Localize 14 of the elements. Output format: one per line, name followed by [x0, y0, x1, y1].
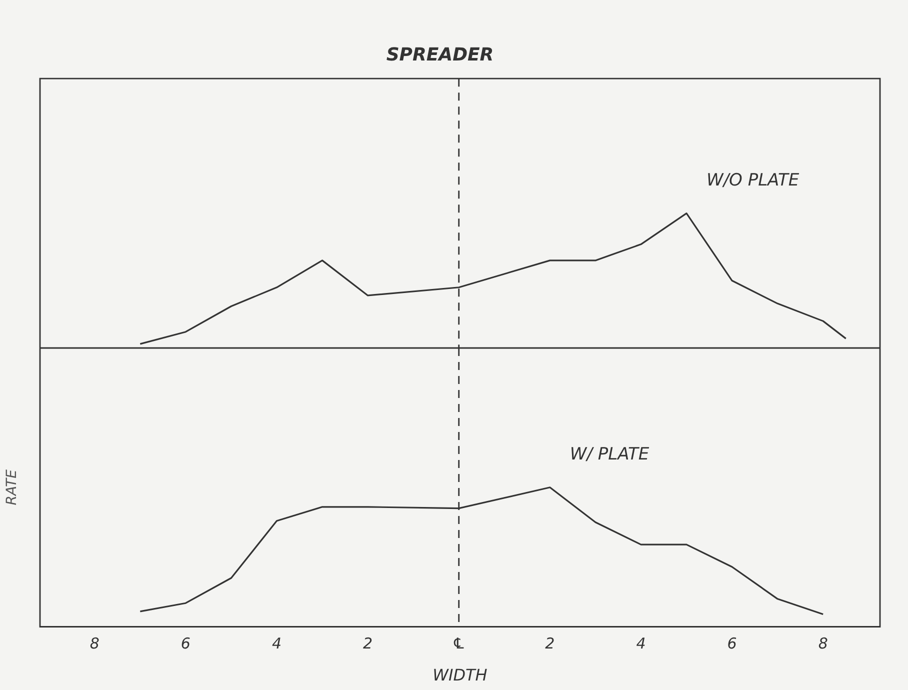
x-tick-label: 6 [180, 634, 190, 653]
x-tick-label: 2 [545, 634, 555, 653]
y-axis-title: RATE [4, 469, 20, 506]
chart-title: SPREADER [386, 44, 494, 66]
x-tick-label: 2 [363, 634, 373, 653]
x-tick-label: ℄ [452, 634, 466, 653]
x-tick-label: 4 [272, 634, 282, 653]
series-label: W/O PLATE [706, 170, 800, 190]
x-tick-label: 6 [727, 634, 737, 653]
x-tick-label: 4 [636, 634, 646, 653]
x-axis-title: WIDTH [432, 666, 488, 685]
x-tick-label: 8 [818, 634, 828, 653]
series-label: W/ PLATE [570, 444, 650, 464]
x-tick-label: 8 [90, 634, 100, 653]
